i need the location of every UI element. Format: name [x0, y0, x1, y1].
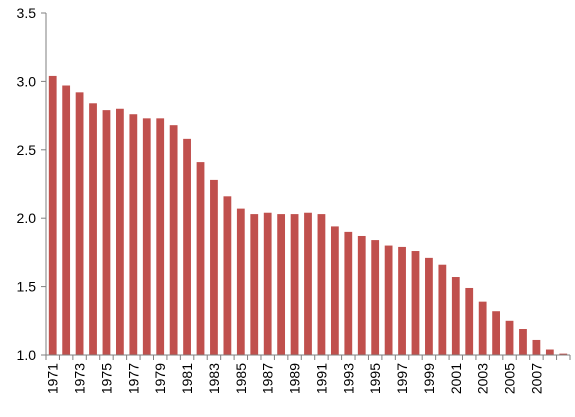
x-axis-tick-labels: 1971 1973 1975 1977 1979 1981 1983 1985 1987 1989… — [45, 363, 545, 394]
bar-1995 — [371, 240, 380, 355]
bar-1987 — [263, 212, 272, 355]
bar-1986 — [250, 214, 259, 355]
bar-2005 — [505, 320, 514, 355]
y-tick-label: 2.0 — [17, 210, 37, 226]
x-tick-label: 1983 — [206, 363, 222, 394]
bar-1983 — [210, 179, 218, 355]
x-tick-label: 2007 — [528, 363, 544, 394]
bar-1979 — [156, 118, 165, 355]
x-tick-label: 1991 — [313, 363, 329, 394]
x-tick-label: 1999 — [421, 363, 437, 394]
bar-1975 — [102, 110, 111, 355]
x-tick-label: 1997 — [394, 363, 410, 394]
bar-1985 — [236, 208, 245, 355]
bar-1993 — [344, 231, 353, 355]
bar-1998 — [411, 251, 420, 355]
bar-1996 — [384, 245, 393, 355]
bar-2009 — [559, 353, 568, 355]
bar-2004 — [492, 311, 500, 355]
x-tick-label: 1995 — [367, 363, 383, 394]
y-axis-tick-labels: 1.0 1.5 2.0 2.5 3.0 3.5 — [17, 5, 37, 363]
bar-1990 — [304, 212, 312, 355]
bar-1997 — [398, 246, 406, 355]
bar-1994 — [357, 235, 366, 355]
bar-2006 — [519, 329, 527, 355]
y-tick-label: 3.5 — [17, 5, 37, 21]
bar-2000 — [438, 264, 447, 355]
x-tick-label: 1989 — [287, 363, 303, 394]
x-tick-label: 1979 — [152, 363, 168, 394]
bar-2007 — [532, 339, 541, 355]
x-tick-label: 2003 — [475, 363, 491, 394]
bar-2001 — [451, 277, 460, 355]
bar-2008 — [545, 349, 554, 355]
y-tick-label: 1.0 — [17, 347, 37, 363]
bar-1981 — [183, 138, 191, 355]
bar-1972 — [62, 85, 71, 355]
bar-1978 — [142, 118, 151, 355]
bar-1989 — [290, 214, 299, 355]
x-tick-label: 2001 — [448, 363, 464, 394]
bar-1992 — [330, 226, 339, 355]
x-tick-label: 1985 — [233, 363, 249, 394]
y-tick-label: 3.0 — [17, 73, 37, 89]
bar-1977 — [129, 114, 138, 355]
x-tick-label: 2005 — [502, 363, 518, 394]
bar-2003 — [478, 301, 487, 355]
bar-1976 — [116, 108, 124, 355]
bar-1974 — [89, 103, 97, 355]
y-tick-label: 2.5 — [17, 142, 37, 158]
bar-1984 — [223, 196, 232, 355]
bar-1982 — [196, 162, 205, 355]
x-tick-label: 1981 — [179, 363, 195, 394]
x-tick-label: 1977 — [125, 363, 141, 394]
bar-1988 — [277, 214, 286, 355]
bar-series — [48, 75, 568, 356]
bar-1973 — [75, 92, 84, 355]
bar-1980 — [169, 125, 178, 356]
bar-1971 — [48, 75, 57, 356]
bar-1991 — [317, 214, 326, 355]
bar-1999 — [425, 257, 433, 355]
x-tick-label: 1993 — [340, 363, 356, 394]
axes — [41, 12, 571, 360]
x-tick-label: 1975 — [98, 363, 114, 394]
x-tick-label: 1987 — [260, 363, 276, 394]
x-tick-label: 1973 — [72, 363, 88, 394]
bar-2002 — [465, 287, 474, 355]
x-tick-label: 1971 — [45, 363, 61, 394]
y-tick-label: 1.5 — [17, 279, 37, 295]
